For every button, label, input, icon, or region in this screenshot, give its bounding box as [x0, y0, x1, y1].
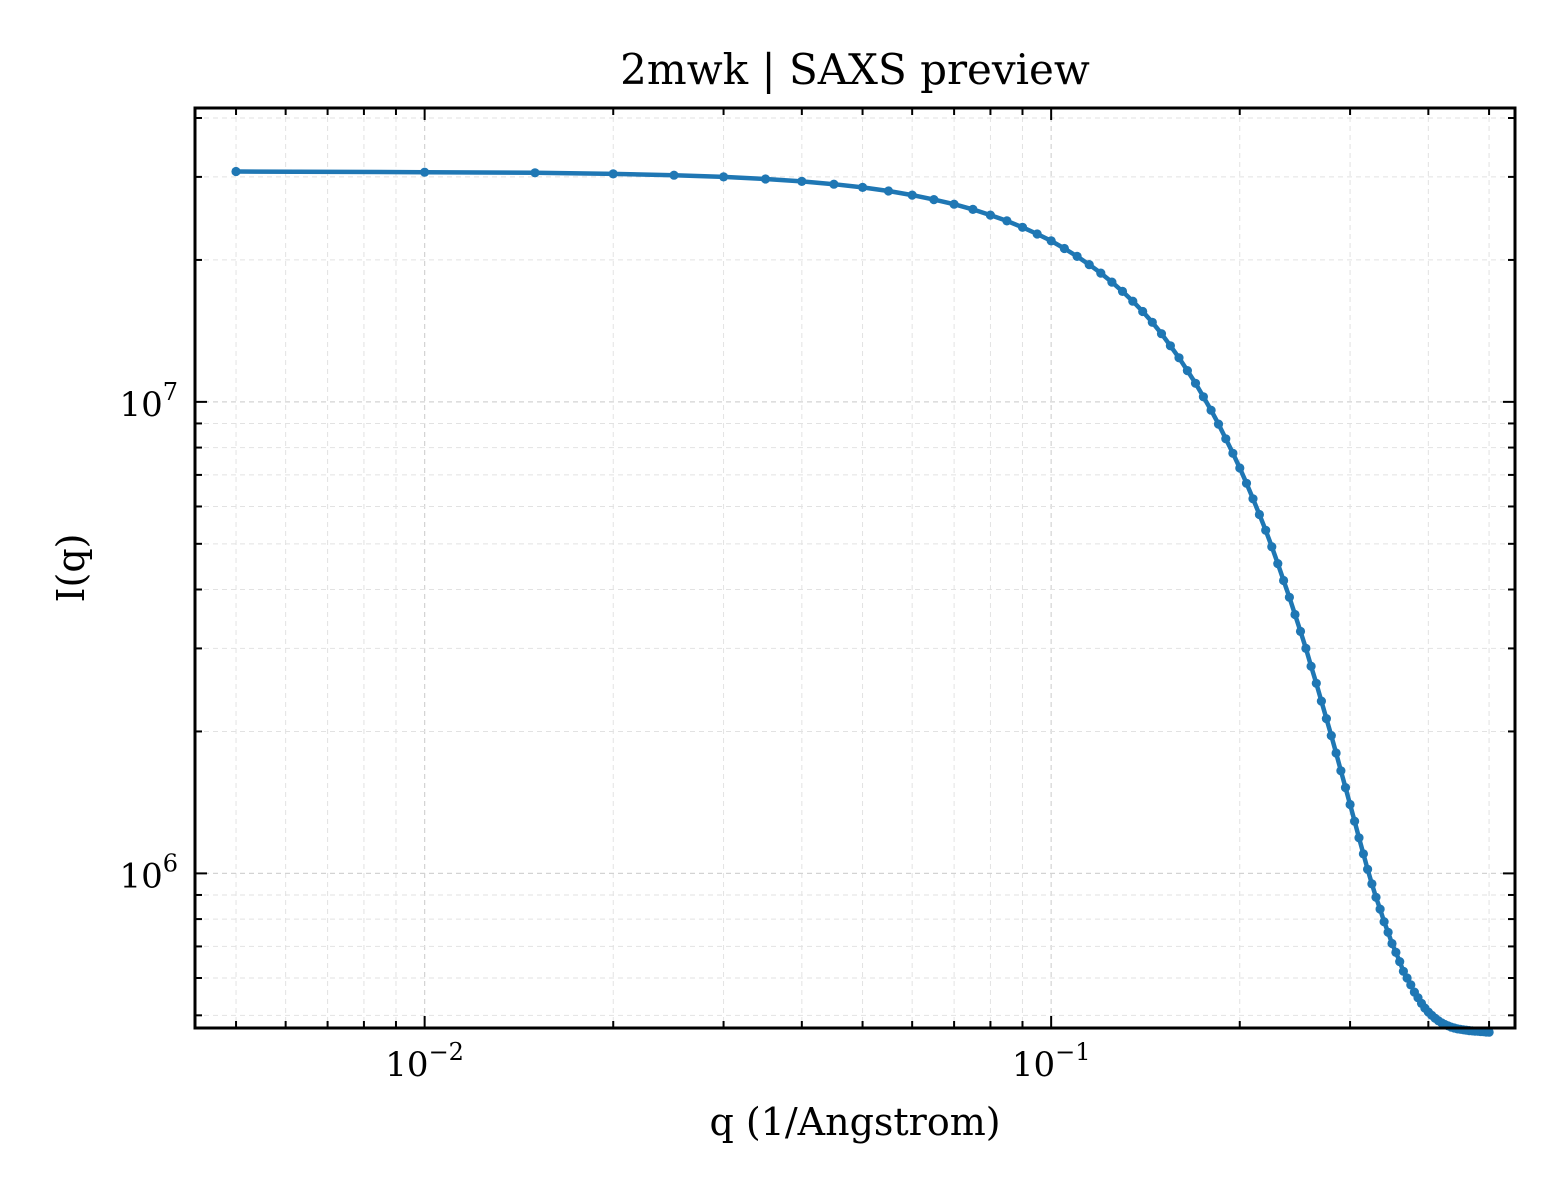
data-point: [760, 174, 771, 184]
data-point: [420, 167, 430, 177]
data-point: [1371, 892, 1381, 902]
data-point: [1306, 661, 1316, 671]
data-point: [1284, 592, 1294, 602]
data-point: [231, 166, 241, 177]
data-point: [719, 172, 729, 182]
data-point: [1484, 1027, 1494, 1037]
data-point: [1398, 966, 1408, 976]
data-point: [1138, 306, 1148, 317]
data-point: [1156, 329, 1167, 339]
x-tick-label: 10−2: [385, 1038, 464, 1085]
data-point: [1128, 296, 1138, 306]
data-point: [1295, 626, 1306, 637]
data-point: [1336, 766, 1346, 776]
data-point: [1213, 419, 1224, 429]
data-point: [1002, 216, 1012, 226]
data-point: [1367, 879, 1377, 889]
data-point: [1096, 268, 1106, 278]
data-point: [1261, 525, 1271, 535]
data-point: [530, 168, 540, 178]
data-point: [1301, 643, 1311, 654]
data-point: [1147, 317, 1157, 327]
data-point: [1267, 542, 1277, 552]
data-point: [1084, 260, 1094, 270]
chart-title: 2mwk | SAXS preview: [620, 45, 1090, 94]
data-point: [1032, 229, 1042, 239]
data-point: [1165, 341, 1175, 351]
data-point: [1406, 980, 1416, 990]
data-point: [1402, 973, 1412, 983]
data-point: [1059, 243, 1069, 254]
data-point: [1383, 927, 1393, 937]
data-point: [1290, 609, 1300, 620]
data-point: [1228, 448, 1238, 458]
series-layer: [231, 166, 1494, 1037]
data-point: [1311, 678, 1321, 688]
ticks: 10−2 10−1 106 107: [119, 108, 1515, 1085]
data-point: [1379, 917, 1389, 927]
data-point: [1198, 392, 1208, 402]
data-point: [1221, 434, 1231, 444]
data-point: [1235, 463, 1245, 473]
data-point: [608, 169, 618, 179]
grid: [195, 108, 1515, 1028]
data-point: [985, 210, 996, 220]
data-point: [949, 199, 959, 209]
data-point: [1387, 938, 1397, 949]
data-point: [1241, 478, 1252, 488]
y-axis-label: I(q): [49, 534, 93, 603]
data-point: [1316, 696, 1326, 706]
data-point: [797, 176, 807, 186]
data-point: [1254, 509, 1264, 520]
data-point: [1340, 783, 1351, 793]
data-point: [1107, 277, 1117, 287]
data-point: [907, 190, 917, 200]
data-point: [1350, 816, 1360, 826]
data-point: [1190, 378, 1201, 388]
data-point: [968, 204, 978, 214]
data-point: [1395, 957, 1405, 967]
data-point: [858, 182, 868, 192]
data-point: [1206, 405, 1216, 415]
data-point: [1358, 849, 1368, 859]
data-point: [1391, 947, 1401, 958]
axes-frame: [193, 106, 1517, 1030]
data-point: [1248, 494, 1258, 504]
data-point: [1354, 833, 1364, 843]
data-point: [1072, 251, 1082, 261]
data-point: [929, 195, 939, 205]
data-point: [1331, 748, 1341, 758]
data-point: [1273, 559, 1283, 569]
data-point: [829, 179, 839, 189]
data-point: [1375, 904, 1385, 914]
data-point: [883, 186, 894, 196]
data-point: [1321, 714, 1331, 724]
data-point: [1174, 353, 1184, 363]
data-point: [1363, 864, 1373, 874]
x-axis-label: q (1/Angstrom): [709, 1100, 1000, 1144]
data-point: [1117, 286, 1128, 296]
data-point: [669, 170, 679, 180]
y-tick-label: 106: [119, 849, 178, 896]
data-point: [1326, 731, 1336, 741]
data-point: [1182, 366, 1192, 376]
data-point: [1017, 222, 1028, 232]
y-tick-label: 107: [119, 378, 178, 425]
x-tick-label: 10−1: [1012, 1038, 1091, 1085]
data-point: [1046, 236, 1056, 246]
data-point: [1345, 799, 1355, 810]
data-point: [1279, 575, 1289, 586]
